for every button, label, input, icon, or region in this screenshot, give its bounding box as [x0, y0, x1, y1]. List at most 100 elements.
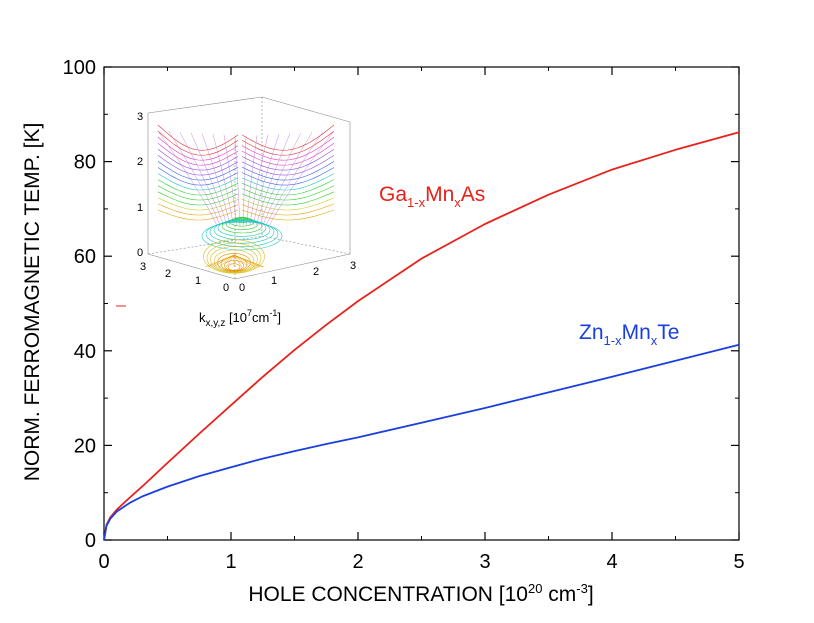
- inset-mesh-line: [157, 136, 239, 161]
- series-label-znmnte: Zn1-xMnxTe: [579, 321, 679, 348]
- inset-mesh-line: [241, 185, 335, 201]
- x-axis-title: HOLE CONCENTRATION [1020 cm-3]: [248, 581, 593, 606]
- inset-mesh-line: [233, 254, 250, 268]
- inset-mesh-line: [225, 254, 235, 268]
- inset-mesh-line: [168, 131, 221, 226]
- inset-mesh-line: [212, 254, 235, 268]
- x-tick-label: 0: [98, 551, 109, 573]
- inset-mesh-line: [157, 149, 239, 171]
- inset-mesh-line: [233, 254, 243, 268]
- y-tick-label: 80: [74, 152, 96, 174]
- y-tick-label: 60: [74, 246, 96, 268]
- inset-mesh-line: [252, 134, 280, 226]
- inset-mesh-ring: [201, 221, 283, 251]
- inset-vtick-2: 2: [137, 156, 143, 168]
- inset-mesh-ring: [210, 246, 258, 273]
- inset-3d-plot: 0 1 2 3 3 2 1 0 0 1 2 3 kx,y,z [107cm-1]: [137, 96, 356, 329]
- inset-mesh-line: [241, 191, 335, 206]
- inset-mesh-ring: [221, 218, 263, 234]
- inset-ltick-2: 2: [165, 268, 171, 280]
- inset-mesh-line: [241, 179, 335, 196]
- y-tick-label: 0: [85, 530, 96, 552]
- inset-mesh-line: [233, 254, 261, 268]
- inset-mesh-line: [157, 130, 218, 226]
- inset-mesh-line: [234, 135, 241, 226]
- inset-mesh-ring: [213, 219, 271, 241]
- inset-mesh-line: [269, 130, 335, 226]
- inset-mesh-ring: [225, 218, 259, 230]
- inset-mesh-ring: [206, 242, 262, 274]
- inset-mesh-line: [241, 161, 335, 181]
- inset-mesh-line: [266, 131, 324, 226]
- inset-mesh-line: [262, 132, 313, 226]
- inset-mesh-ring: [205, 221, 279, 247]
- x-tick-label: 3: [479, 551, 490, 573]
- inset-ltick-1: 1: [195, 275, 201, 287]
- y-tick-label: 100: [63, 57, 96, 79]
- inset-mesh-line: [157, 142, 239, 166]
- plot-frame: [103, 66, 740, 541]
- inset-vtick-3: 3: [137, 111, 143, 123]
- series-line-0: [103, 131, 740, 541]
- inset-rtick-3: 3: [350, 260, 356, 272]
- x-tick-label: 2: [352, 551, 363, 573]
- inset-mesh-ring: [213, 249, 255, 273]
- series-label-gamnas: Ga1-xMnxAs: [379, 183, 485, 210]
- inset-mesh-line: [157, 185, 239, 201]
- inset-mesh-line: [241, 142, 335, 166]
- inset-mesh-line: [241, 209, 335, 221]
- inset-mesh-line: [249, 134, 269, 226]
- series-line-1: [103, 343, 740, 541]
- inset-mesh-line: [259, 132, 302, 226]
- inset-vtick-0: 0: [137, 247, 143, 259]
- x-axis-ticks: 0 1 2 3 4 5: [98, 67, 745, 573]
- x-tick-label: 4: [606, 551, 617, 573]
- inset-mesh-line: [157, 203, 239, 216]
- inset-ltick-3: 3: [140, 261, 146, 273]
- inset-mesh-line: [241, 136, 335, 161]
- inset-rtick-1: 1: [271, 275, 277, 287]
- inset-mesh-ring: [209, 220, 275, 244]
- inset-mesh-line: [241, 149, 335, 171]
- inset-mesh-line: [242, 135, 247, 226]
- inset-mesh-line: [179, 132, 224, 226]
- inset-mesh-line: [256, 133, 291, 226]
- inset-mesh-line: [157, 124, 239, 151]
- inset-surface-mesh: [157, 124, 335, 274]
- series-layer: [103, 131, 740, 541]
- inset-mesh-line: [201, 133, 231, 226]
- inset-mesh-line: [190, 132, 227, 226]
- inset-mesh-line: [157, 179, 239, 196]
- x-tick-label: 5: [733, 551, 744, 573]
- y-axis-title: NORM. FERROMAGNETIC TEMP. [K]: [21, 123, 44, 482]
- inset-vtick-1: 1: [137, 202, 143, 214]
- inset-mesh-line: [241, 203, 335, 216]
- inset-mesh-line: [157, 161, 239, 181]
- inset-mesh-line: [212, 134, 234, 226]
- inset-mesh-line: [241, 130, 335, 156]
- inset-mesh-line: [241, 173, 335, 191]
- x-tick-label: 1: [225, 551, 236, 573]
- inset-mesh-line: [157, 191, 239, 206]
- inset-mesh-line: [157, 130, 239, 156]
- inset-mesh-ring: [217, 219, 267, 237]
- inset-mesh-line: [157, 167, 239, 186]
- inset-x-axis-title: kx,y,z [107cm-1]: [199, 308, 281, 329]
- y-tick-label: 40: [74, 341, 96, 363]
- inset-box: [147, 96, 351, 280]
- inset-mesh-line: [157, 155, 239, 176]
- inset-mesh-line: [157, 209, 239, 221]
- inset-mesh-line: [241, 155, 335, 176]
- inset-mesh-line: [218, 254, 235, 268]
- inset-rtick-0: 0: [239, 282, 245, 294]
- inset-mesh-line: [204, 254, 235, 268]
- inset-mesh-line: [241, 124, 335, 151]
- inset-mesh-line: [233, 254, 256, 268]
- inset-mesh-line: [157, 173, 239, 191]
- y-tick-label: 20: [74, 435, 96, 457]
- inset-ltick-0: 0: [223, 282, 229, 294]
- inset-rtick-2: 2: [313, 266, 319, 278]
- inset-mesh-ring: [203, 239, 265, 274]
